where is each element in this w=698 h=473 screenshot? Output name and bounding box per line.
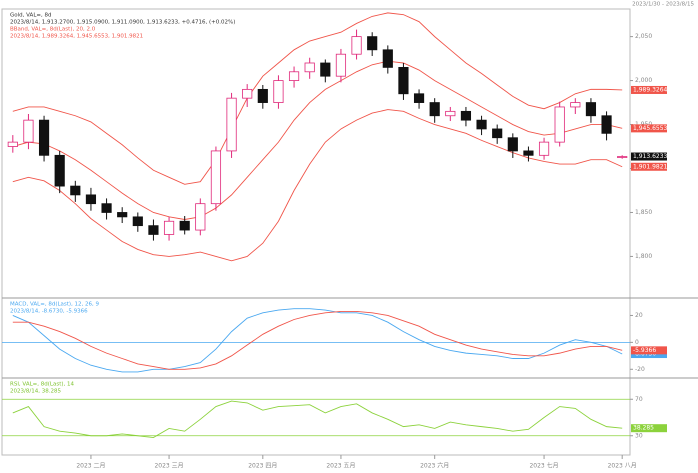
y-tick-label: -20 <box>635 366 645 373</box>
bollinger-upper <box>12 12 623 185</box>
indicator-line <box>12 310 623 370</box>
candle-body <box>132 216 143 227</box>
candle-body <box>617 156 628 158</box>
pane-subtitle: 2023/8/14, 38.285 <box>10 389 61 395</box>
bollinger-lower <box>12 109 623 262</box>
candle-body <box>398 66 409 95</box>
candle-body <box>554 106 565 143</box>
candle-body <box>179 220 190 231</box>
x-tick-label: 2023 六月 <box>420 462 449 470</box>
last-value-label: -5.9366 <box>633 347 656 354</box>
candle-body <box>570 102 581 108</box>
y-tick-label: 2,000 <box>635 77 652 84</box>
y-tick-label: 70 <box>635 396 643 403</box>
candle-body <box>413 93 425 103</box>
candle-body <box>195 203 206 231</box>
candle-body <box>335 53 347 77</box>
last-value-box <box>631 346 667 355</box>
indicator-line <box>12 308 623 373</box>
candle-body <box>351 36 362 55</box>
candle-body <box>85 194 97 205</box>
candle-body <box>226 97 237 152</box>
last-value-box <box>631 124 667 133</box>
x-tick-label: 2023 八月 <box>608 463 637 470</box>
candle-body <box>476 119 487 130</box>
x-tick-label: 2023 七月 <box>529 462 558 470</box>
candle-body <box>304 62 315 73</box>
last-value-label: 38.285 <box>633 425 654 432</box>
band-values: 2023/8/14, 1,989.3264, 1,945.6553, 1,901… <box>10 34 143 40</box>
frame <box>1 8 631 456</box>
candle-body <box>585 102 597 117</box>
candle-body <box>70 185 81 196</box>
candle-body <box>507 137 518 152</box>
candle-body <box>148 225 159 235</box>
pane-title: RSI, VAL=, 8d(Last), 14 <box>10 382 75 388</box>
candle-body <box>210 150 222 205</box>
last-value-box <box>631 152 667 161</box>
pane-subtitle: 2023/8/14, 1,913.2700, 1,915.0900, 1,911… <box>10 20 235 26</box>
last-value-label: 1,945.6553 <box>633 125 668 132</box>
candle-body <box>320 62 331 77</box>
candle-body <box>367 36 378 51</box>
candle-body <box>273 80 284 103</box>
y-tick-label: 1,850 <box>635 209 652 216</box>
last-value-label: 1,901.9821 <box>633 163 668 170</box>
band-title: BBand, VAL=, 8d(Last), 20, 2.0 <box>10 27 96 33</box>
pane-title: Gold, VAL=, 8d <box>10 13 51 19</box>
x-tick-label: 2023 四月 <box>248 463 277 470</box>
last-value-box <box>631 162 667 171</box>
candle-body <box>492 128 503 139</box>
pane-subtitle: 2023/8/14, -8.6730, -5.9366 <box>10 309 88 315</box>
candle-body <box>382 49 393 68</box>
y-tick-label: 30 <box>635 432 643 439</box>
pane-title: MACD, VAL=, 8d(Last), 12, 26, 9 <box>10 302 100 308</box>
bollinger-middle <box>12 60 623 220</box>
y-tick-label: 2,050 <box>635 33 652 40</box>
y-tick-label: 20 <box>635 312 643 319</box>
last-value-label: 1,913.6233 <box>633 153 668 160</box>
candle-body <box>38 119 50 156</box>
candle-body <box>538 141 550 156</box>
candle-body <box>460 110 472 121</box>
x-tick-label: 2023 三月 <box>154 463 183 470</box>
y-tick-label: 1,800 <box>635 253 652 260</box>
last-value-box <box>631 424 667 433</box>
date-range: 2023/1/30 - 2023/8/15 <box>632 2 694 8</box>
last-value-label: 1,989.3264 <box>633 86 668 93</box>
x-tick-label: 2023 五月 <box>326 463 355 470</box>
candle-body <box>601 115 612 134</box>
last-value-box <box>631 85 667 94</box>
candle-body <box>257 88 268 103</box>
candle-body <box>101 203 112 213</box>
candle-body <box>117 212 128 218</box>
candle-body <box>445 110 456 117</box>
candle-body <box>54 154 65 187</box>
candle-body <box>242 88 253 99</box>
candle-body <box>163 220 175 235</box>
indicator-line <box>12 400 623 439</box>
y-tick-label: 0 <box>635 339 639 346</box>
candle-body <box>523 150 534 156</box>
candle-body <box>288 71 300 81</box>
candle-body <box>429 102 440 117</box>
candle-body <box>7 141 18 147</box>
x-tick-label: 2023 二月 <box>76 463 105 470</box>
candle-body <box>23 119 34 143</box>
